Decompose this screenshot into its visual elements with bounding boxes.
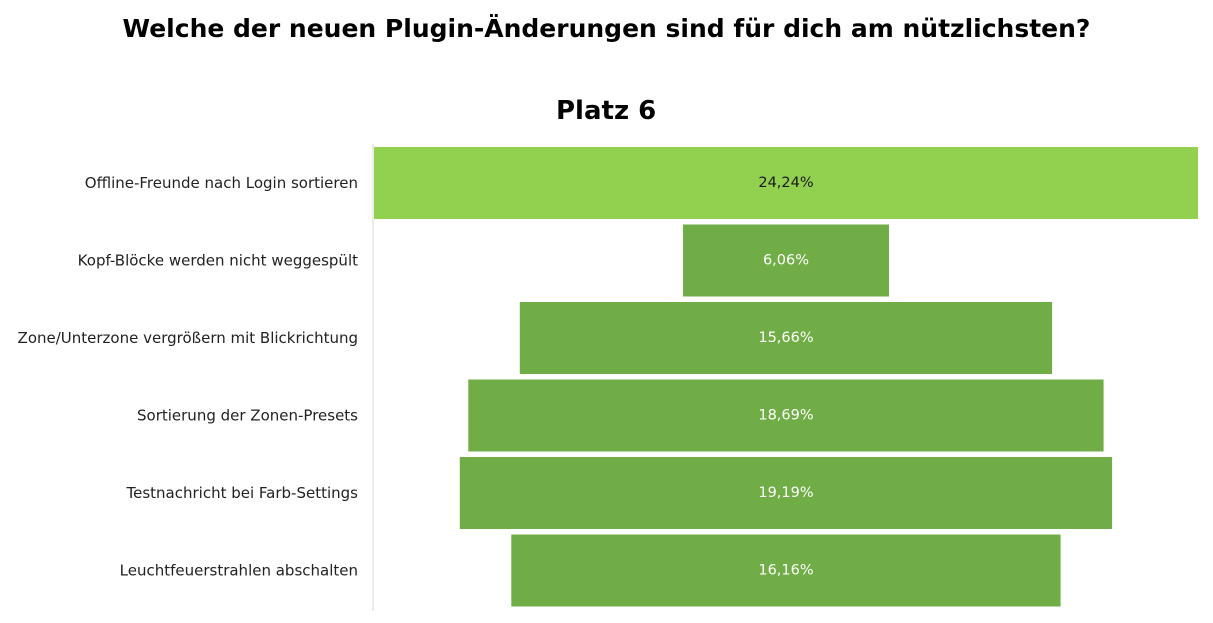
value-label-6: 16,16%: [758, 563, 813, 579]
bar-4: [468, 379, 1104, 452]
category-label-5: Testnachricht bei Farb-Settings: [126, 484, 359, 502]
category-label-4: Sortierung der Zonen-Presets: [137, 407, 358, 425]
category-label-2: Kopf-Blöcke werden nicht weggespült: [78, 252, 358, 270]
value-label-3: 15,66%: [758, 330, 813, 346]
value-label-5: 19,19%: [758, 485, 813, 501]
chart-subtitle: Platz 6: [556, 96, 657, 126]
category-label-3: Zone/Unterzone vergrößern mit Blickricht…: [18, 329, 358, 347]
value-label-1: 24,24%: [758, 175, 813, 191]
bars-group: Offline-Freunde nach Login sortieren 24,2…: [18, 147, 1198, 607]
value-label-2: 6,06%: [763, 253, 809, 269]
chart-title: Welche der neuen Plugin-Änderungen sind …: [122, 14, 1091, 43]
value-label-4: 18,69%: [758, 408, 813, 424]
bar-3: [519, 302, 1053, 374]
bar-5: [459, 457, 1113, 529]
category-label-1: Offline-Freunde nach Login sortieren: [85, 174, 358, 192]
bar-2: [683, 224, 889, 297]
category-label-6: Leuchtfeuerstrahlen abschalten: [120, 562, 358, 580]
bar-6: [511, 534, 1061, 607]
bar-1: [374, 147, 1198, 219]
